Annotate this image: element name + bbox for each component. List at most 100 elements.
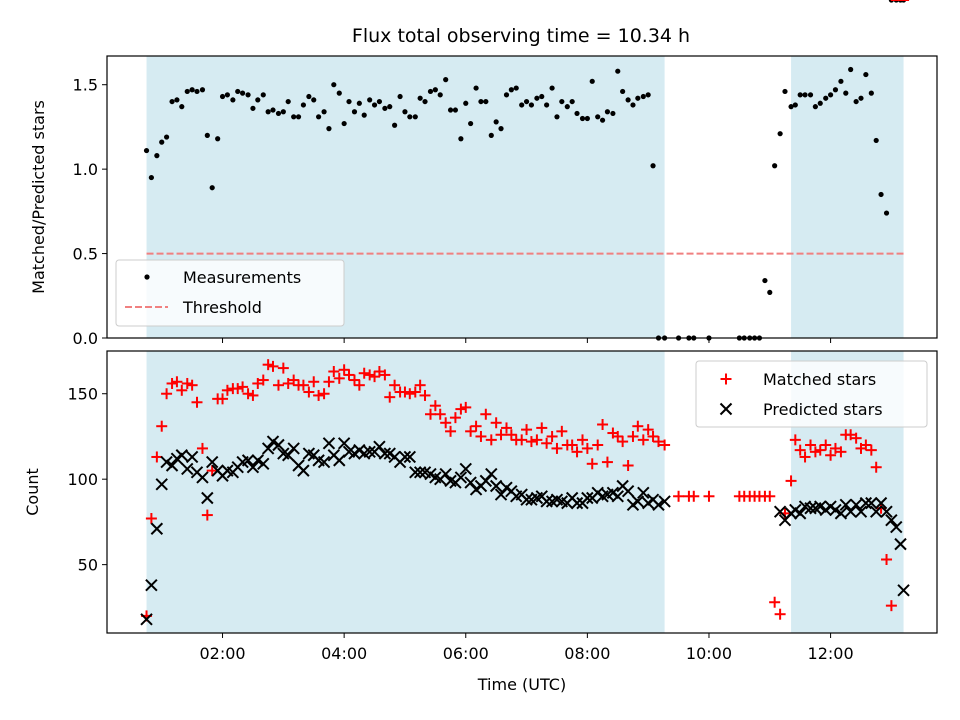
matched-star-point <box>247 389 259 401</box>
predicted-star-point <box>413 466 427 479</box>
matched-star-point <box>586 458 598 470</box>
predicted-star-point <box>246 461 260 474</box>
matched-star-point <box>592 439 604 451</box>
matched-star-point <box>647 430 659 442</box>
measurement-point <box>351 109 358 115</box>
matched-star-point <box>414 379 426 391</box>
matched-star-point <box>642 424 654 436</box>
matched-star-point <box>364 369 376 381</box>
measurement-point <box>265 109 271 115</box>
measurement-point <box>382 105 388 111</box>
matched-star-point <box>814 444 826 456</box>
legend-predicted-label: Predicted stars <box>763 400 883 419</box>
measurement-point <box>199 87 206 93</box>
measurement-point <box>159 139 165 145</box>
matched-star-point <box>318 388 330 400</box>
predicted-star-point <box>854 505 868 518</box>
measurement-point <box>782 88 788 95</box>
predicted-star-point <box>773 505 787 518</box>
measurement-point <box>569 98 575 105</box>
measurement-point <box>447 107 454 113</box>
predicted-star-point <box>322 437 336 450</box>
matched-star-point <box>865 444 877 456</box>
matched-star-point <box>581 442 593 454</box>
matched-star-point <box>166 377 178 389</box>
measurement-point <box>817 100 823 106</box>
matched-star-point <box>835 446 847 458</box>
predicted-star-point <box>398 450 412 464</box>
matched-star-point <box>597 418 609 430</box>
y-tick-label: 1.0 <box>73 160 98 179</box>
matched-star-point <box>825 449 837 461</box>
predicted-star-point <box>297 464 310 477</box>
measurement-point <box>858 95 864 101</box>
observing-span-0 <box>146 351 665 633</box>
measurement-point <box>574 110 580 117</box>
matched-star-point <box>323 376 335 388</box>
legend-measurement-marker <box>144 274 150 280</box>
matched-star-point <box>389 379 401 391</box>
measurement-point <box>184 88 190 95</box>
measurement-point <box>625 97 631 103</box>
matched-star-point <box>424 408 436 420</box>
measurement-point <box>245 92 251 98</box>
predicted-star-point <box>865 496 878 510</box>
measurement-point <box>326 126 332 132</box>
matched-star-point <box>627 430 639 442</box>
legend-cross-glyph <box>719 402 733 416</box>
legend-matched-label: Matched stars <box>763 370 876 389</box>
measurement-point <box>615 68 621 74</box>
measurement-point <box>174 97 180 103</box>
measurement-point <box>336 90 342 96</box>
predicted-star-point <box>804 502 817 515</box>
measurement-point <box>417 95 423 101</box>
measurement-point <box>215 136 221 142</box>
matched-star-point <box>475 430 487 442</box>
measurement-point <box>341 120 347 127</box>
measurement-point <box>235 88 241 95</box>
predicted-star-point <box>880 505 893 518</box>
measurement-point <box>478 98 484 105</box>
x-tick-label: 02:00 <box>199 644 245 663</box>
matched-star-point <box>546 430 558 442</box>
measurement-point <box>503 92 510 98</box>
ratio-panel: 0.0 0.5 1.0 1.5 Matched/Predicted stars Mea… <box>29 0 938 348</box>
measurement-point <box>224 92 230 98</box>
measurement-point <box>767 289 773 296</box>
measurement-point <box>311 97 317 103</box>
matched-star-point <box>171 376 183 388</box>
measurement-point <box>797 92 803 98</box>
matched-star-point <box>353 379 365 391</box>
measurement-point <box>853 98 859 105</box>
matched-star-point <box>267 360 279 372</box>
matched-star-point <box>145 512 157 524</box>
matched-star-point <box>232 383 244 395</box>
predicted-star-point <box>261 442 275 455</box>
predicted-star-point <box>403 450 417 464</box>
measurement-point <box>346 98 352 105</box>
measurement-point <box>306 93 312 100</box>
measurement-point <box>371 102 378 108</box>
matched-star-point <box>566 439 578 451</box>
predicted-star-point <box>894 537 907 551</box>
star-count-points <box>140 0 910 626</box>
x-tick-label: 06:00 <box>443 644 489 663</box>
predicted-star-point <box>185 450 199 464</box>
measurement-point <box>163 134 170 140</box>
bottom-axes-frame <box>106 350 938 634</box>
measurement-point <box>863 71 869 78</box>
measurement-point <box>260 92 266 98</box>
predicted-star-point <box>489 479 503 493</box>
bottom-observing-spans <box>146 351 904 633</box>
bottom-y-ticks: 50 100 150 <box>67 385 107 575</box>
matched-star-point <box>764 490 776 502</box>
measurement-point <box>812 104 818 110</box>
matched-star-point <box>612 430 624 442</box>
matched-star-point <box>673 490 685 502</box>
measurement-point <box>270 107 276 113</box>
predicted-star-point <box>637 486 650 500</box>
matched-star-point <box>460 401 472 413</box>
matched-star-point <box>429 400 441 412</box>
predicted-star-point <box>160 455 173 469</box>
